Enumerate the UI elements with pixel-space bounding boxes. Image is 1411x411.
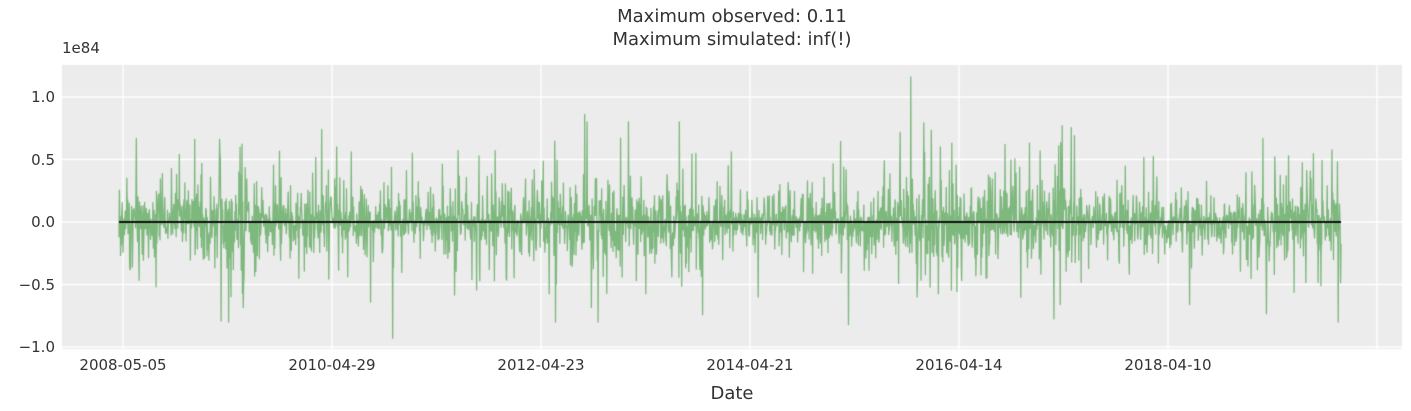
- y-axis-offset-label: 1e84: [62, 39, 100, 57]
- y-tick-label: 0.0: [31, 213, 55, 231]
- y-tick-label: −1.0: [18, 338, 55, 356]
- x-tick-label: 2012-04-23: [497, 356, 585, 374]
- y-tick-label: 1.0: [31, 88, 55, 106]
- x-tick-label: 2008-05-05: [79, 356, 167, 374]
- x-tick-label: 2016-04-14: [915, 356, 1003, 374]
- chart-title: Maximum observed: 0.11 Maximum simulated…: [62, 5, 1402, 51]
- y-tick-label: −0.5: [18, 275, 55, 294]
- x-tick-label: 2014-04-21: [706, 356, 794, 374]
- x-tick-label: 2018-04-10: [1124, 356, 1212, 374]
- chart-title-line1: Maximum observed: 0.11: [617, 6, 847, 27]
- y-tick-label: 0.5: [31, 150, 55, 169]
- x-tick-label: 2010-04-29: [288, 356, 376, 374]
- x-axis-label: Date: [710, 383, 754, 404]
- chart-title-line2: Maximum simulated: inf(!): [612, 29, 852, 50]
